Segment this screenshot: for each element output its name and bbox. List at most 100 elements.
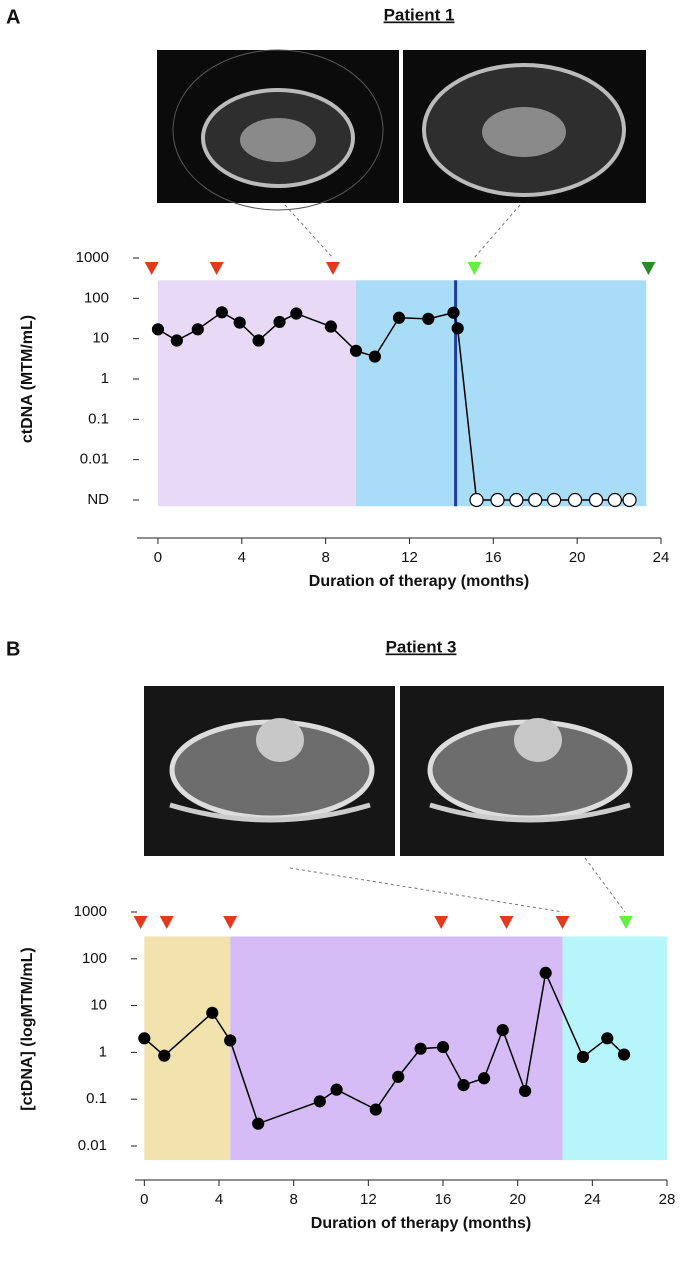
- x-tick-label: 12: [401, 549, 418, 566]
- ctdna-point: [290, 307, 303, 320]
- y-tick-label: 100: [84, 289, 109, 306]
- x-tick-label: 8: [321, 549, 329, 566]
- y-tick-label: 100: [82, 950, 107, 967]
- x-tick-label: 20: [569, 549, 586, 566]
- ctdna-point: [601, 1032, 614, 1045]
- x-tick-label: 16: [485, 549, 502, 566]
- ctdna-point: [151, 323, 165, 336]
- y-tick-label: 0.1: [86, 1090, 107, 1107]
- nd-point: [622, 492, 637, 508]
- treatment-marker: [209, 262, 224, 275]
- ctdna-point: [206, 1006, 219, 1019]
- nd-point: [567, 492, 583, 508]
- x-tick-label: 0: [140, 1191, 148, 1208]
- y-tick-label: 0.01: [78, 1137, 107, 1154]
- treatment-marker: [499, 916, 514, 929]
- ctdna-point: [330, 1083, 343, 1096]
- ctdna-point: [252, 1117, 265, 1130]
- ctdna-point: [138, 1032, 151, 1045]
- ctdna-point: [617, 1048, 631, 1061]
- chart-title: Patient 1: [384, 5, 455, 24]
- ctdna-point: [392, 311, 406, 324]
- y-tick-label: 1000: [76, 249, 109, 266]
- therapy-region: [157, 280, 357, 507]
- x-tick-label: 4: [215, 1191, 223, 1208]
- x-tick-label: 28: [659, 1191, 676, 1208]
- therapy-region: [230, 936, 563, 1161]
- ctdna-point: [224, 1034, 237, 1047]
- ctdna-point: [368, 350, 381, 363]
- ct-images-b: [144, 686, 664, 856]
- ctdna-point: [349, 344, 363, 357]
- ctdna-point: [233, 316, 246, 329]
- y-tick-label: 1: [99, 1043, 107, 1060]
- ctdna-point: [313, 1095, 326, 1108]
- y-tick-label: 10: [90, 997, 107, 1014]
- y-tick-label: ND: [87, 491, 109, 508]
- ctdna-point: [447, 306, 460, 319]
- x-tick-label: 8: [289, 1191, 297, 1208]
- ctdna-point: [422, 312, 435, 325]
- connectors: [284, 204, 626, 913]
- ctdna-point: [519, 1084, 532, 1098]
- treatment-marker: [325, 262, 340, 275]
- nd-point: [509, 492, 524, 508]
- x-tick-label: 24: [653, 549, 670, 566]
- ctdna-point: [539, 966, 552, 979]
- nd-point: [528, 492, 543, 508]
- x-axis-label: Duration of therapy (months): [309, 573, 529, 590]
- y-tick-label: 1000: [74, 903, 107, 920]
- ctdna-point: [477, 1072, 491, 1085]
- x-tick-label: 20: [509, 1191, 526, 1208]
- x-tick-label: 0: [154, 549, 162, 566]
- nd-point: [607, 492, 622, 508]
- therapy-region: [562, 936, 667, 1161]
- nd-point: [469, 492, 484, 508]
- y-tick-label: 0.01: [80, 451, 109, 468]
- ctdna-point: [191, 323, 204, 336]
- x-tick-label: 16: [435, 1191, 452, 1208]
- panel-label: B: [6, 638, 20, 660]
- ctdna-point: [436, 1040, 450, 1054]
- ctdna-point: [457, 1079, 470, 1092]
- y-tick-label: 10: [92, 330, 109, 347]
- ctdna-point: [392, 1070, 405, 1083]
- treatment-marker: [133, 916, 148, 929]
- nd-point: [490, 492, 505, 508]
- y-axis-label: [ctDNA] (logMTM/mL): [19, 947, 36, 1111]
- y-tick-label: 0.1: [88, 410, 109, 427]
- treatment-marker: [144, 262, 159, 275]
- ctdna-point: [576, 1050, 590, 1064]
- treatment-marker: [434, 916, 449, 929]
- panel-label: A: [6, 6, 20, 28]
- x-tick-label: 24: [584, 1191, 601, 1208]
- ctdna-point: [158, 1049, 171, 1062]
- ctdna-point: [170, 334, 183, 347]
- treatment-marker: [223, 916, 238, 929]
- treatment-marker: [555, 916, 570, 929]
- x-tick-label: 12: [360, 1191, 377, 1208]
- nd-point: [547, 492, 562, 508]
- ctdna-point: [496, 1023, 509, 1037]
- x-tick-label: 4: [238, 549, 246, 566]
- therapy-region: [144, 936, 231, 1161]
- treatment-marker: [467, 262, 482, 275]
- ct-images-a: [157, 49, 646, 211]
- ctdna-point: [414, 1042, 427, 1055]
- ctdna-point: [451, 322, 464, 335]
- treatment-marker: [641, 262, 656, 275]
- ctdna-point: [369, 1103, 382, 1116]
- x-axis-label: Duration of therapy (months): [311, 1215, 531, 1232]
- chart-title: Patient 3: [386, 637, 457, 656]
- nd-point: [588, 492, 604, 508]
- treatment-marker: [618, 916, 633, 929]
- y-tick-label: 1: [101, 370, 109, 387]
- ctdna-point: [273, 315, 286, 329]
- ctdna-point: [215, 306, 228, 319]
- ctdna-point: [252, 334, 265, 347]
- y-axis-label: ctDNA (MTM/mL): [19, 315, 36, 443]
- treatment-marker: [159, 916, 174, 929]
- ctdna-point: [324, 320, 337, 333]
